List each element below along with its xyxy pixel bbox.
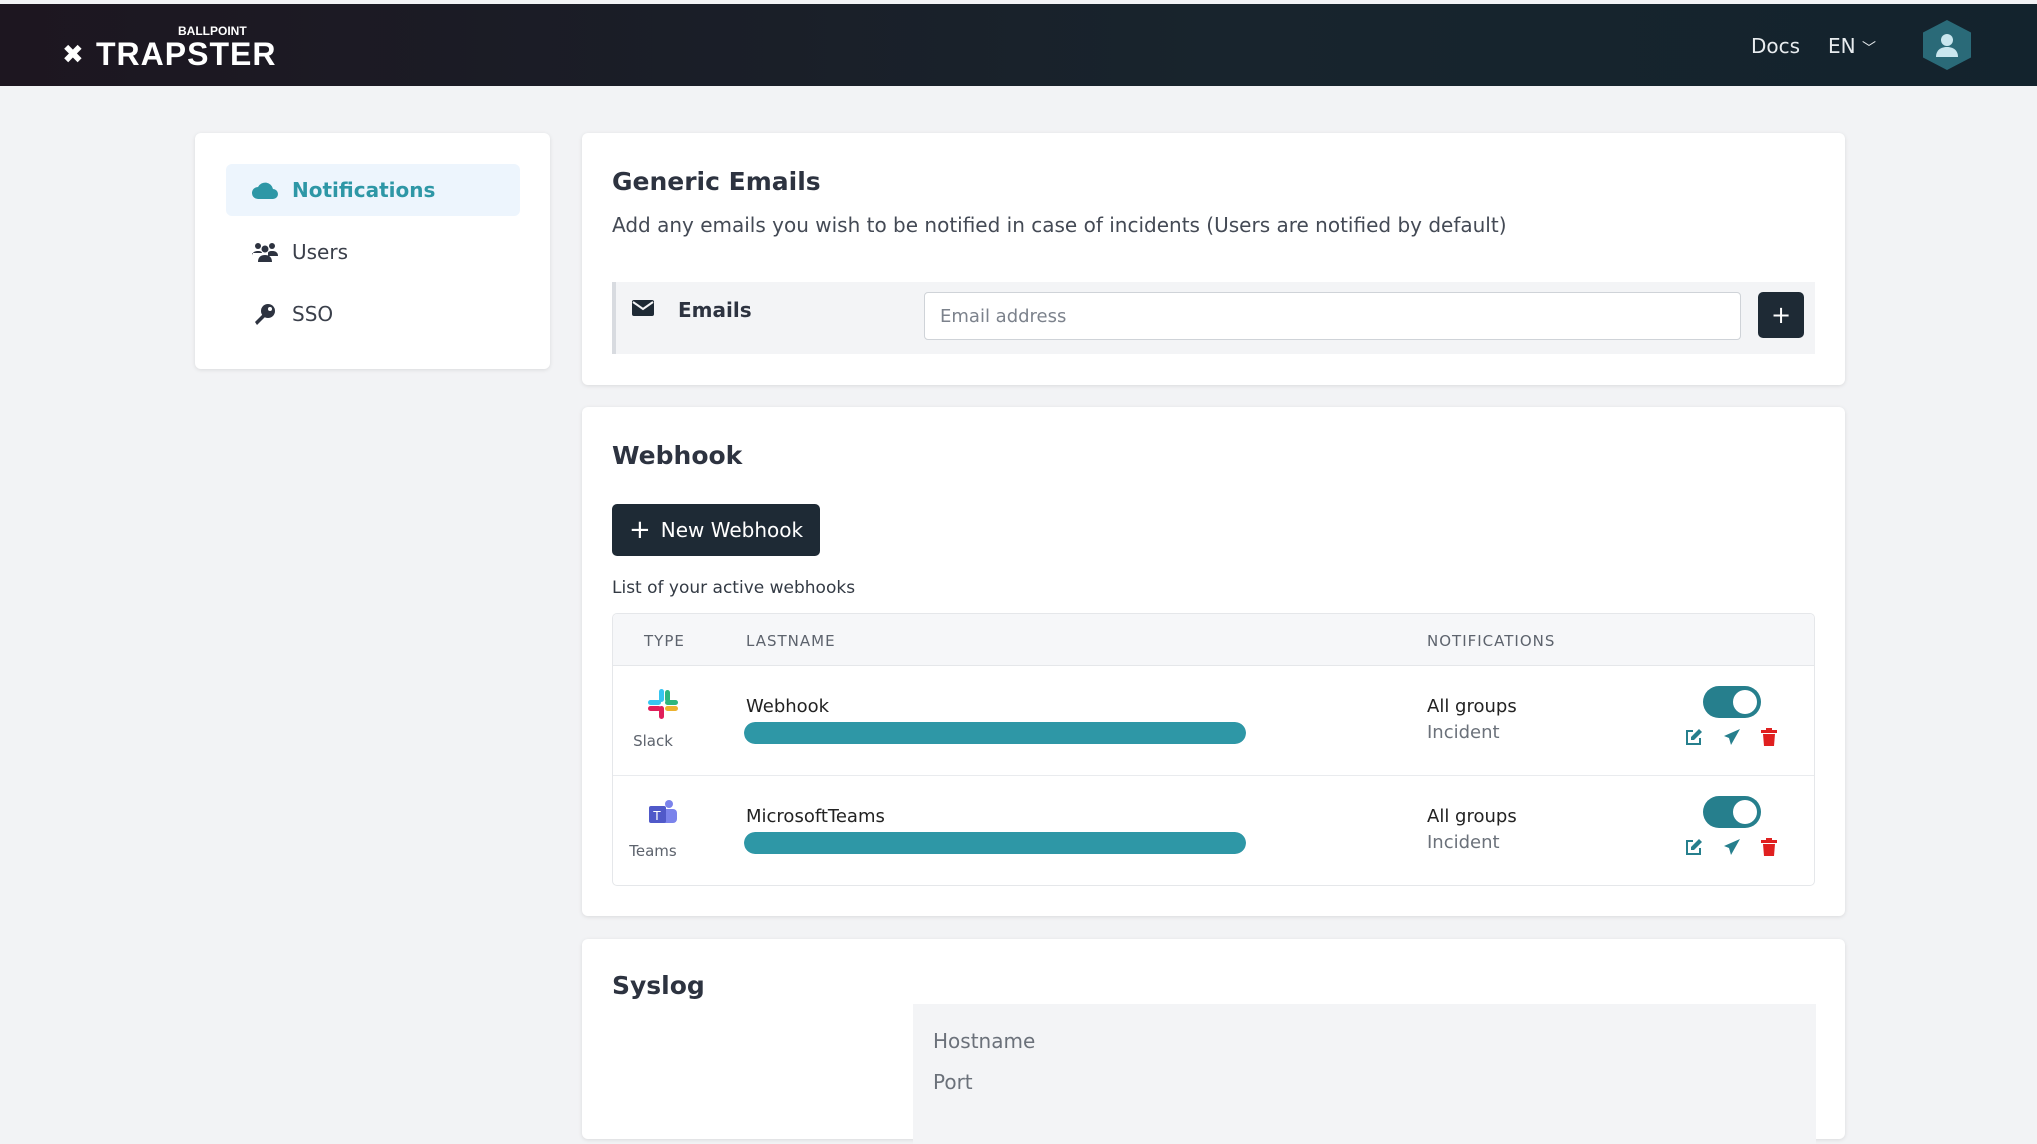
cloud-icon — [250, 181, 280, 199]
notification-event: Incident — [1427, 832, 1500, 853]
sidebar-item-sso[interactable]: SSO — [226, 288, 520, 340]
trash-icon[interactable] — [1761, 728, 1777, 750]
top-navbar: ✖ BALLPOINT TRAPSTER Docs EN ﹀ — [0, 4, 2037, 86]
send-icon[interactable] — [1723, 728, 1741, 750]
generic-emails-card: Generic Emails Add any emails you wish t… — [582, 133, 1845, 385]
users-icon — [250, 242, 280, 262]
sidebar-item-label: Users — [292, 240, 349, 264]
port-field[interactable]: Port — [933, 1070, 973, 1094]
user-icon — [1936, 34, 1958, 57]
list-label: List of your active webhooks — [612, 578, 856, 598]
enabled-toggle[interactable] — [1703, 686, 1761, 718]
notification-groups: All groups — [1427, 806, 1517, 827]
section-title: Syslog — [612, 971, 705, 1000]
emails-label: Emails — [678, 298, 752, 322]
avatar[interactable] — [1923, 20, 1971, 70]
edit-icon[interactable] — [1685, 838, 1703, 860]
progress-bar — [744, 832, 1246, 854]
webhook-card: Webhook + New Webhook List of your active… — [582, 407, 1845, 916]
emails-row: Emails + — [612, 282, 1815, 354]
plus-icon: + — [628, 515, 651, 545]
progress-bar — [744, 722, 1246, 744]
progress-fill — [744, 722, 1246, 744]
enabled-toggle[interactable] — [1703, 796, 1761, 828]
notification-groups: All groups — [1427, 696, 1517, 717]
settings-sidebar: Notifications Users SSO — [195, 133, 550, 369]
brand-name: TRAPSTER — [96, 36, 277, 72]
column-lastname: LASTNAME — [746, 632, 836, 650]
svg-text:T: T — [653, 808, 661, 823]
progress-fill — [744, 832, 1246, 854]
section-title: Webhook — [612, 441, 743, 470]
sidebar-item-users[interactable]: Users — [226, 226, 520, 278]
section-description: Add any emails you wish to be notified i… — [612, 213, 1507, 237]
table-header: TYPE LASTNAME NOTIFICATIONS — [613, 614, 1814, 666]
sidebar-item-label: Notifications — [292, 178, 436, 202]
sidebar-item-label: SSO — [292, 302, 334, 326]
add-email-button[interactable]: + — [1758, 292, 1804, 338]
new-webhook-button[interactable]: + New Webhook — [612, 504, 820, 556]
hostname-field[interactable]: Hostname — [933, 1029, 1036, 1053]
key-icon — [250, 303, 280, 325]
docs-link[interactable]: Docs — [1751, 34, 1801, 58]
webhook-name: MicrosoftTeams — [746, 806, 885, 827]
section-title: Generic Emails — [612, 167, 821, 196]
slack-icon — [647, 688, 679, 724]
trapster-logo-icon: ✖ — [62, 40, 84, 70]
notification-event: Incident — [1427, 722, 1500, 743]
send-icon[interactable] — [1723, 838, 1741, 860]
column-notifications: NOTIFICATIONS — [1427, 632, 1556, 650]
webhooks-table: TYPE LASTNAME NOTIFICATIONS Slack Webhoo… — [612, 613, 1815, 886]
table-row: T Teams MicrosoftTeams All groups Incide… — [613, 776, 1814, 885]
syslog-fields: Hostname Port — [913, 1004, 1816, 1144]
language-label: EN — [1828, 34, 1856, 58]
table-row: Slack Webhook All groups Incident — [613, 666, 1814, 776]
edit-icon[interactable] — [1685, 728, 1703, 750]
sidebar-item-notifications[interactable]: Notifications — [226, 164, 520, 216]
type-label: Slack — [633, 732, 673, 750]
teams-icon: T — [647, 798, 679, 834]
button-label: New Webhook — [660, 518, 804, 542]
syslog-card: Syslog Hostname Port — [582, 939, 1845, 1144]
trash-icon[interactable] — [1761, 838, 1777, 860]
email-input[interactable] — [924, 292, 1741, 340]
envelope-icon — [632, 300, 654, 320]
language-select[interactable]: EN ﹀ — [1828, 34, 1876, 58]
brand-small: BALLPOINT — [178, 24, 247, 38]
column-type: TYPE — [644, 632, 685, 650]
webhook-name: Webhook — [746, 696, 830, 717]
type-label: Teams — [629, 842, 677, 860]
chevron-down-icon: ﹀ — [1861, 41, 1876, 57]
